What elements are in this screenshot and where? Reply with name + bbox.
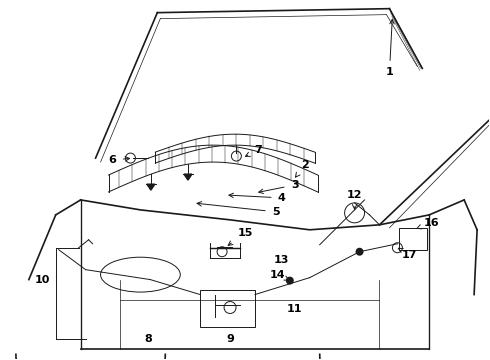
- Text: 17: 17: [398, 248, 417, 260]
- Text: 11: 11: [287, 305, 302, 315]
- Text: 5: 5: [197, 202, 280, 217]
- Text: 4: 4: [229, 193, 286, 203]
- Text: 8: 8: [145, 334, 152, 345]
- Text: 10: 10: [35, 275, 50, 285]
- Text: 14: 14: [270, 270, 289, 280]
- Circle shape: [286, 276, 294, 285]
- Text: 3: 3: [259, 180, 298, 193]
- Text: 15: 15: [228, 228, 253, 246]
- Text: 2: 2: [295, 160, 309, 177]
- Polygon shape: [147, 184, 155, 190]
- Text: 7: 7: [245, 145, 262, 156]
- Text: 9: 9: [226, 334, 234, 345]
- Text: 13: 13: [274, 255, 290, 265]
- Text: 12: 12: [347, 190, 362, 209]
- Text: 6: 6: [109, 155, 129, 165]
- Text: 1: 1: [386, 19, 394, 77]
- Polygon shape: [184, 174, 192, 180]
- Circle shape: [356, 248, 364, 256]
- Text: 16: 16: [416, 218, 439, 229]
